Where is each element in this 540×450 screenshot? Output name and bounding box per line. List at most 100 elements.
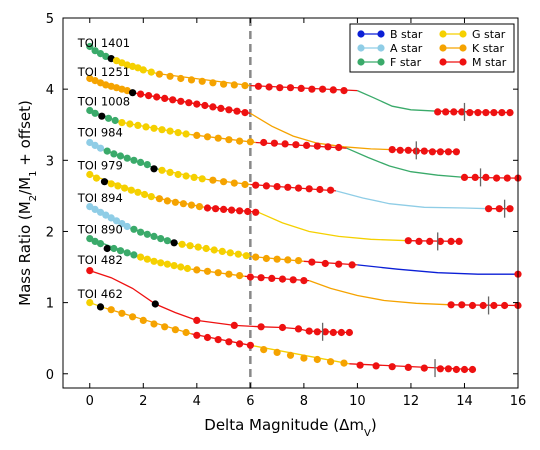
data-point (194, 243, 202, 251)
data-point (91, 205, 99, 213)
data-point (210, 246, 218, 254)
data-point (187, 201, 196, 209)
data-point (143, 161, 151, 169)
data-point (506, 205, 514, 213)
data-point (118, 220, 126, 228)
observed-point (100, 178, 109, 186)
legend-marker (357, 44, 365, 52)
data-point (450, 108, 458, 116)
data-point (143, 230, 151, 238)
legend-entry-f: F star (357, 56, 422, 69)
data-point (137, 228, 145, 236)
series-line (244, 275, 310, 282)
legend-marker (459, 30, 467, 38)
data-point (118, 119, 126, 127)
data-point (155, 195, 163, 203)
y-tick-label: 3 (46, 154, 54, 169)
data-point (233, 107, 241, 115)
data-point (490, 301, 498, 310)
data-point (142, 123, 150, 131)
data-point (174, 129, 182, 137)
data-point (139, 316, 147, 324)
data-point (372, 362, 380, 370)
data-point (166, 127, 174, 135)
series-label: TOI 894 (77, 191, 123, 205)
data-point (254, 82, 262, 90)
data-point (345, 328, 353, 337)
data-point (490, 109, 498, 117)
series-line (335, 190, 489, 210)
x-tick-label: 4 (193, 394, 201, 409)
series-toi-979: TOI 979 (77, 158, 463, 251)
series-toi-1008: TOI 1008 (77, 94, 522, 187)
data-point (163, 237, 171, 245)
data-point (193, 100, 201, 108)
data-point (145, 92, 153, 100)
data-point (404, 146, 412, 154)
data-point (177, 74, 185, 83)
data-point (209, 176, 217, 184)
observed-point (151, 300, 159, 308)
legend-label: B star (390, 28, 423, 41)
x-tick-label: 16 (510, 394, 527, 409)
data-point (134, 64, 142, 72)
data-point (236, 340, 244, 348)
data-point (141, 190, 149, 199)
data-point (321, 259, 329, 268)
legend-label: G star (472, 28, 506, 41)
data-point (442, 108, 450, 116)
data-point (286, 84, 295, 92)
y-tick-label: 0 (46, 368, 54, 383)
data-point (161, 94, 169, 102)
data-point (289, 276, 297, 284)
legend-marker (439, 58, 447, 66)
data-point (193, 331, 201, 339)
data-point (86, 235, 94, 243)
x-tick-label: 14 (456, 394, 473, 409)
data-point (123, 87, 131, 95)
data-point (340, 87, 348, 95)
data-point (171, 198, 179, 206)
data-point (230, 321, 238, 329)
series-toi-984: TOI 984 (77, 126, 514, 218)
legend-label: A star (390, 42, 423, 55)
data-point (236, 272, 244, 280)
data-point (319, 85, 327, 93)
data-point (186, 242, 194, 250)
data-point (225, 270, 233, 278)
data-point (103, 147, 111, 155)
data-point (234, 250, 242, 258)
data-point (482, 173, 490, 181)
data-point (501, 301, 509, 310)
data-point (444, 365, 452, 373)
series-label: TOI 1008 (77, 94, 130, 108)
data-point (458, 301, 466, 309)
data-point (415, 237, 423, 245)
data-point (436, 237, 444, 245)
data-point (177, 263, 185, 271)
data-point (182, 130, 190, 138)
data-point (137, 158, 145, 166)
data-point (86, 299, 94, 307)
data-point (225, 106, 233, 114)
data-point (123, 154, 131, 162)
observed-point (103, 244, 111, 253)
data-point (286, 351, 295, 359)
data-point (86, 106, 94, 115)
data-point (187, 76, 196, 84)
data-point (460, 173, 469, 181)
data-point (241, 82, 249, 90)
data-point (281, 140, 289, 148)
data-point (452, 365, 460, 374)
data-point (96, 208, 105, 216)
data-point (388, 363, 396, 371)
data-point (220, 205, 228, 213)
data-point (193, 316, 201, 324)
data-point (217, 104, 225, 112)
series-label: TOI 890 (77, 222, 123, 236)
data-point (178, 240, 186, 248)
observed-point (129, 89, 137, 97)
data-point (183, 264, 192, 273)
plot-frame (62, 17, 519, 389)
